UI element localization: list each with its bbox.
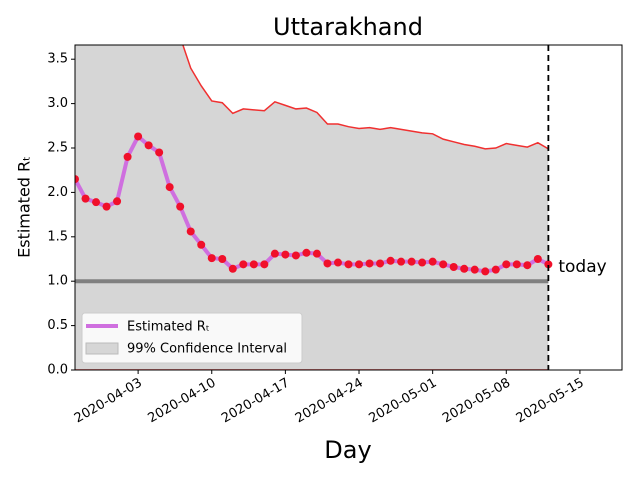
estimate-point: [323, 259, 332, 268]
estimate-point: [355, 260, 364, 269]
y-tick-label: 3.0: [47, 96, 68, 111]
legend-label: 99% Confidence Interval: [127, 342, 287, 357]
estimate-point: [249, 260, 258, 269]
estimate-point: [481, 267, 490, 276]
estimate-point: [397, 257, 406, 266]
y-tick-label: 2.0: [47, 185, 68, 200]
upper-bound-line: [182, 45, 549, 150]
estimate-point: [81, 194, 90, 203]
estimate-line: [75, 134, 550, 274]
estimate-point: [449, 262, 458, 271]
legend: Estimated Rₜ 99% Confidence Interval: [81, 312, 303, 364]
legend-swatch-patch: [85, 342, 119, 355]
y-tick-label: 1.0: [47, 274, 68, 289]
estimate-point: [197, 240, 206, 249]
estimate-point: [144, 141, 153, 150]
y-tick-label: 3.5: [47, 52, 68, 67]
estimate-point: [512, 260, 521, 269]
estimate-point: [113, 197, 122, 206]
chart-title: Uttarakhand: [273, 13, 423, 41]
y-tick-label: 0.5: [47, 318, 68, 333]
estimate-point: [186, 227, 195, 236]
x-axis-label: Day: [324, 436, 371, 464]
confidence-band: [75, 45, 549, 370]
estimate-point: [134, 132, 143, 141]
estimate-point: [102, 202, 111, 211]
estimate-point: [344, 260, 353, 269]
estimate-point: [502, 260, 511, 269]
estimate-point: [239, 260, 248, 269]
estimate-point: [533, 255, 542, 264]
estimate-point: [523, 261, 532, 270]
estimate-point: [123, 152, 132, 161]
legend-box: [81, 312, 303, 364]
y-tick-label: 0.0: [47, 363, 68, 378]
x-tick-label: 2020-05-01: [366, 376, 439, 427]
plot-frame: [74, 44, 623, 371]
estimate-point: [165, 183, 174, 192]
y-axis-label: Estimated Rₜ: [15, 156, 34, 258]
estimate-point: [218, 255, 227, 264]
x-tick-label: 2020-04-10: [146, 376, 219, 427]
legend-label: Estimated Rₜ: [127, 320, 210, 335]
estimate-point: [302, 248, 311, 257]
estimate-point: [407, 257, 416, 266]
estimate-point: [491, 265, 500, 274]
x-tick-label: 2020-04-03: [72, 376, 145, 427]
estimate-point: [439, 260, 448, 269]
y-tick-label: 2.5: [47, 141, 68, 156]
estimate-point: [260, 260, 269, 269]
plot-area: [75, 45, 553, 370]
estimate-point: [376, 259, 385, 268]
estimate-point: [365, 259, 374, 268]
estimate-point: [270, 249, 279, 258]
estimate-point: [75, 175, 79, 184]
y-tick-label: 1.5: [47, 229, 68, 244]
estimate-point: [470, 265, 479, 274]
x-tick-label: 2020-04-24: [293, 376, 366, 427]
estimate-point: [428, 257, 437, 266]
estimate-point: [92, 198, 101, 207]
estimate-point: [418, 258, 427, 267]
estimate-point: [176, 202, 185, 211]
estimate-point: [291, 251, 300, 260]
estimate-point: [228, 264, 237, 273]
x-tick-label: 2020-05-15: [514, 376, 587, 427]
estimate-point: [207, 254, 216, 263]
x-tick-label: 2020-04-17: [219, 376, 292, 427]
estimate-point: [155, 148, 164, 157]
estimate-point: [333, 258, 342, 267]
estimate-point: [460, 264, 469, 273]
estimate-point: [386, 256, 395, 265]
estimate-point: [544, 260, 553, 269]
today-label: today: [558, 257, 606, 277]
estimate-point: [281, 250, 290, 259]
estimate-point: [312, 249, 321, 258]
x-tick-label: 2020-05-08: [440, 376, 513, 427]
